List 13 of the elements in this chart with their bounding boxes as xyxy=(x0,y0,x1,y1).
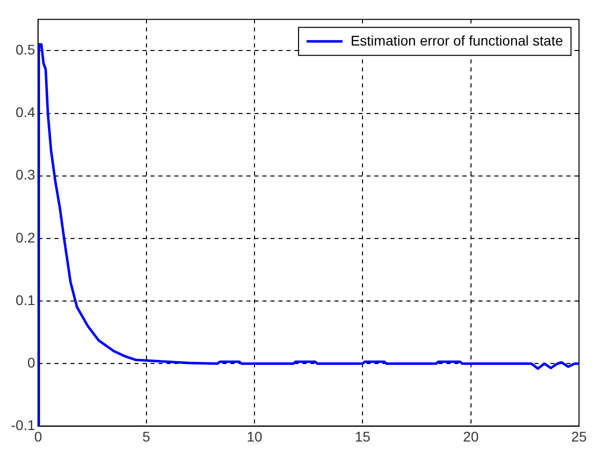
y-tick-label: 0 xyxy=(27,354,36,370)
x-tick-label: 5 xyxy=(142,428,150,444)
x-tick-label: 25 xyxy=(571,428,587,444)
y-tick-label: 0.2 xyxy=(16,229,36,246)
x-tick-label: 15 xyxy=(354,428,371,444)
y-tick-label: -0.1 xyxy=(11,417,36,434)
legend-label: Estimation error of functional state xyxy=(350,32,564,48)
y-tick-label: 0.3 xyxy=(16,166,36,183)
y-tick-label: 0.4 xyxy=(16,104,36,120)
y-tick-label: 0.5 xyxy=(16,42,36,58)
x-tick-label: 20 xyxy=(463,428,479,444)
y-tick-label: 0.1 xyxy=(16,292,36,308)
x-tick-label: 10 xyxy=(246,428,262,444)
